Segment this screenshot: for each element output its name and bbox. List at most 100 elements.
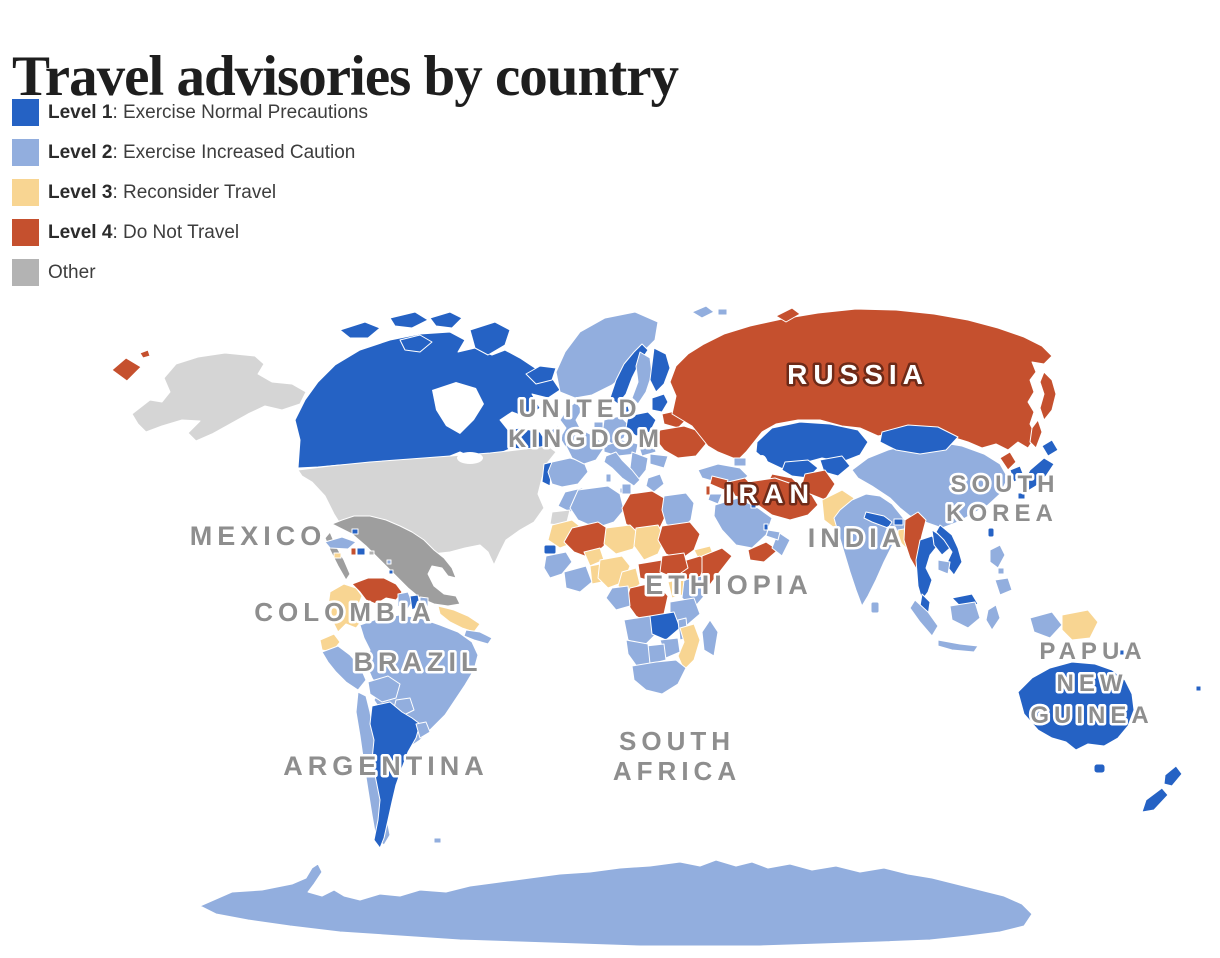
country-north-korea[interactable] (999, 451, 1017, 471)
country-caucasus[interactable] (733, 457, 747, 467)
country-finland[interactable] (649, 347, 671, 393)
country-jamaica[interactable] (333, 552, 342, 559)
country-yemen[interactable] (747, 541, 779, 563)
country-denmark[interactable] (619, 405, 631, 417)
country-french-guiana[interactable] (419, 596, 429, 609)
country-svalbard[interactable] (691, 305, 715, 319)
country-falkland-islands[interactable] (433, 837, 442, 844)
country-japan-honshu[interactable] (1021, 457, 1055, 493)
country-russia-chukotka[interactable] (111, 357, 142, 382)
country-nepal[interactable] (863, 511, 893, 529)
country-australia-tasmania[interactable] (1093, 763, 1106, 774)
country-puerto-rico[interactable] (368, 550, 375, 556)
country-tunisia[interactable] (621, 483, 632, 495)
country-uruguay[interactable] (415, 721, 431, 739)
country-iran[interactable] (747, 477, 819, 521)
country-greenland[interactable] (555, 311, 659, 399)
country-indonesia-borneo[interactable] (949, 601, 981, 629)
country-kuwait[interactable] (750, 502, 757, 509)
country-indonesia-sumatra[interactable] (909, 599, 939, 637)
country-niger[interactable] (603, 524, 641, 555)
country-venezuela[interactable] (351, 577, 403, 605)
country-germany[interactable] (601, 415, 629, 445)
country-south-sudan[interactable] (659, 552, 689, 579)
country-peru[interactable] (321, 645, 367, 691)
country-indonesia-west-papua[interactable] (1029, 611, 1063, 639)
country-lesser-antilles-a[interactable] (386, 559, 392, 565)
country-chad[interactable] (633, 524, 666, 561)
country-fiji[interactable] (1195, 685, 1202, 692)
country-angola[interactable] (623, 615, 657, 647)
country-italy-sardinia[interactable] (605, 473, 612, 483)
country-canada[interactable] (294, 331, 561, 469)
country-jordan[interactable] (707, 493, 723, 505)
country-bhutan[interactable] (893, 518, 904, 526)
country-haiti[interactable] (350, 547, 357, 556)
country-mexico[interactable] (331, 515, 461, 607)
country-canada-baffin[interactable] (469, 321, 511, 356)
country-colombia[interactable] (327, 583, 365, 633)
country-new-zealand-south[interactable] (1141, 787, 1169, 813)
country-greece[interactable] (645, 473, 665, 493)
country-sweden[interactable] (631, 351, 653, 405)
country-russia-kamchatka[interactable] (1039, 371, 1057, 421)
country-algeria[interactable] (569, 485, 625, 529)
country-indonesia-sulawesi[interactable] (985, 604, 1001, 631)
country-japan-hokkaido[interactable] (1041, 439, 1059, 457)
country-sri-lanka[interactable] (870, 601, 880, 614)
country-senegal[interactable] (543, 544, 557, 555)
country-cuba[interactable] (324, 536, 357, 550)
country-israel-lebanon[interactable] (705, 485, 711, 496)
country-vietnam[interactable] (935, 524, 963, 576)
country-saudi-arabia[interactable] (713, 497, 773, 549)
country-congo-gabon[interactable] (605, 585, 631, 611)
country-philippines-visayas[interactable] (997, 567, 1005, 575)
country-sudan[interactable] (657, 521, 701, 561)
country-baltics[interactable] (651, 393, 669, 413)
country-romania[interactable] (649, 453, 669, 469)
country-bahamas[interactable] (351, 528, 359, 535)
country-ukraine[interactable] (655, 425, 707, 459)
country-poland[interactable] (625, 411, 657, 437)
country-cambodia[interactable] (937, 559, 951, 575)
country-italy[interactable] (603, 451, 641, 487)
country-australia[interactable] (1017, 661, 1135, 751)
country-madagascar[interactable] (701, 619, 719, 657)
country-lesser-antilles-b[interactable] (388, 569, 394, 575)
country-syria[interactable] (709, 475, 729, 491)
country-mozambique[interactable] (677, 623, 701, 671)
country-ivory-coast-ghana[interactable] (563, 565, 593, 593)
country-dominican-republic[interactable] (356, 547, 366, 556)
country-iceland[interactable] (525, 365, 557, 385)
country-canada-victoria[interactable] (399, 334, 433, 353)
country-mongolia[interactable] (879, 424, 959, 455)
country-taiwan[interactable] (987, 527, 995, 538)
country-new-zealand-north[interactable] (1163, 765, 1183, 787)
country-canada-island3[interactable] (429, 311, 463, 329)
country-papua-new-guinea[interactable] (1061, 609, 1099, 641)
country-uae[interactable] (765, 529, 781, 541)
country-bolivia[interactable] (367, 675, 401, 703)
country-hungary[interactable] (637, 441, 657, 457)
country-zambia[interactable] (649, 611, 681, 641)
country-qatar[interactable] (763, 523, 769, 531)
country-argentina[interactable] (369, 701, 421, 849)
country-philippines-mindanao[interactable] (994, 577, 1013, 596)
country-ireland[interactable] (545, 425, 563, 445)
country-svalbard-b[interactable] (717, 308, 728, 316)
country-france[interactable] (565, 431, 605, 465)
country-usa-alaska[interactable] (131, 352, 307, 442)
country-philippines-luzon[interactable] (989, 544, 1006, 569)
country-canada-island2[interactable] (389, 311, 429, 329)
country-south-korea[interactable] (1009, 465, 1025, 483)
country-indonesia-java[interactable] (937, 639, 979, 653)
country-antarctica[interactable] (199, 859, 1033, 947)
country-russia-novaya-zemlya[interactable] (775, 307, 801, 323)
country-south-africa[interactable] (631, 659, 687, 695)
country-guinea-region[interactable] (543, 551, 573, 579)
country-solomon-islands[interactable] (1117, 649, 1125, 656)
country-canada-island1[interactable] (339, 321, 381, 339)
country-guyana[interactable] (397, 591, 413, 613)
country-russia-sakhalin[interactable] (1029, 419, 1043, 449)
country-russia-speck[interactable] (139, 349, 151, 359)
